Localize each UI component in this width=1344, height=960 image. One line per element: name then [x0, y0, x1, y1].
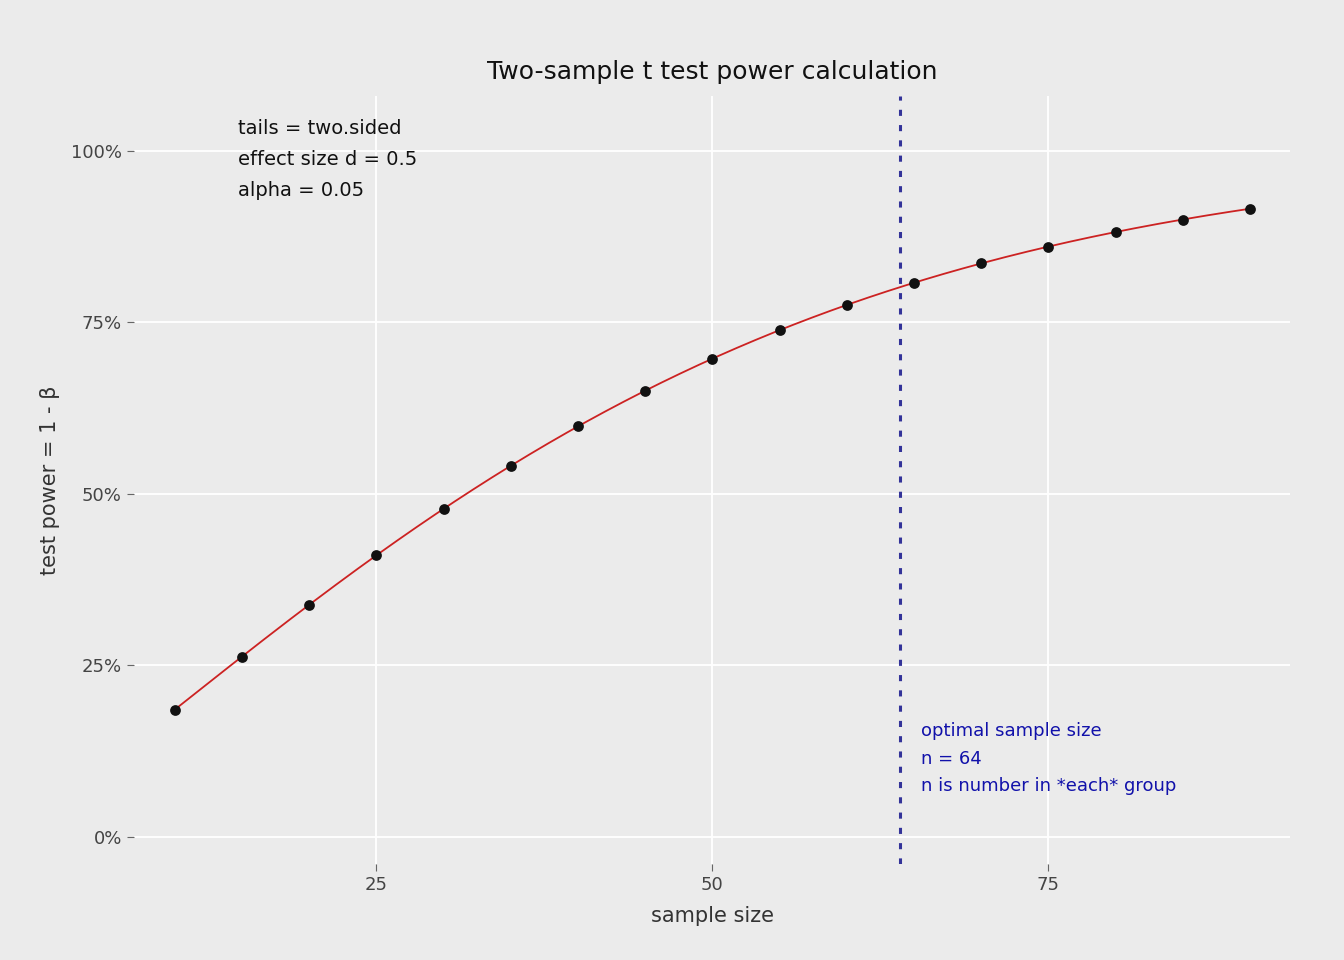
- Point: [1038, 239, 1059, 254]
- Point: [567, 419, 589, 434]
- Point: [433, 501, 454, 516]
- Title: Two-sample t test power calculation: Two-sample t test power calculation: [487, 60, 938, 84]
- Point: [702, 351, 723, 367]
- Point: [1172, 212, 1193, 228]
- Text: tails = two.sided
effect size d = 0.5
alpha = 0.05: tails = two.sided effect size d = 0.5 al…: [238, 119, 418, 200]
- Point: [634, 383, 656, 398]
- X-axis label: sample size: sample size: [650, 905, 774, 925]
- Point: [366, 547, 387, 563]
- Point: [164, 702, 185, 717]
- Point: [836, 298, 857, 313]
- Y-axis label: test power = 1 - β: test power = 1 - β: [40, 385, 59, 575]
- Point: [769, 323, 790, 338]
- Text: optimal sample size
n = 64
n is number in *each* group: optimal sample size n = 64 n is number i…: [921, 722, 1176, 796]
- Point: [970, 255, 992, 271]
- Point: [1105, 225, 1126, 240]
- Point: [231, 649, 253, 664]
- Point: [500, 458, 521, 473]
- Point: [298, 597, 320, 612]
- Point: [1239, 201, 1261, 216]
- Point: [903, 276, 925, 291]
